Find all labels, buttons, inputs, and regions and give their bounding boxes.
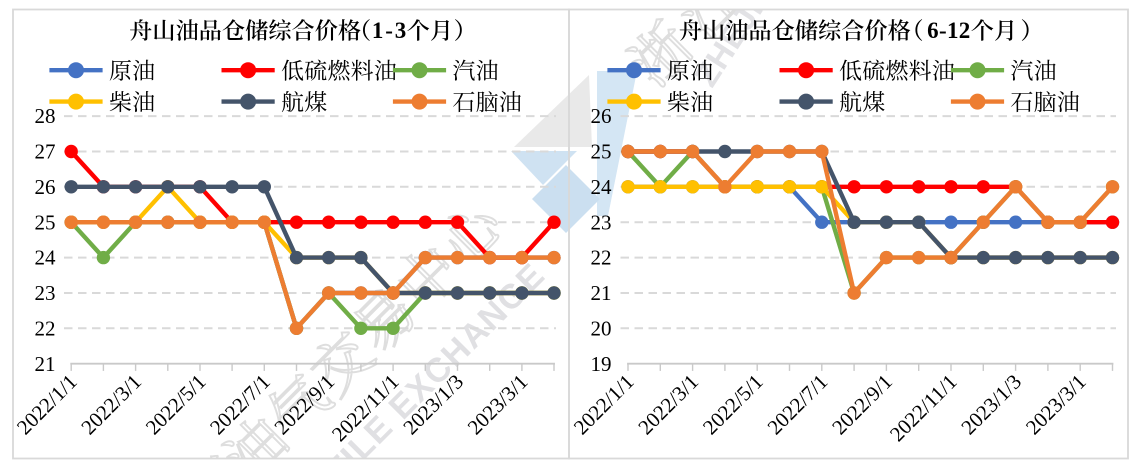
svg-text:26: 26 xyxy=(35,175,56,199)
svg-text:22: 22 xyxy=(591,246,612,270)
svg-text:2022/7/1: 2022/7/1 xyxy=(763,370,833,440)
svg-text:24: 24 xyxy=(591,175,613,199)
svg-text:21: 21 xyxy=(591,281,612,305)
svg-text:2023/3/1: 2023/3/1 xyxy=(1021,370,1091,440)
svg-text:6-12: 6-12 xyxy=(927,18,970,43)
svg-text:20: 20 xyxy=(591,316,612,340)
svg-text:2022/1/1: 2022/1/1 xyxy=(569,370,639,440)
svg-text:2022/1/1: 2022/1/1 xyxy=(12,370,82,440)
svg-text:28: 28 xyxy=(35,104,56,128)
svg-text:26: 26 xyxy=(591,104,612,128)
svg-text:2022/5/1: 2022/5/1 xyxy=(141,370,211,440)
svg-text:25: 25 xyxy=(35,210,56,234)
svg-text:23: 23 xyxy=(35,281,56,305)
svg-text:2022/3/1: 2022/3/1 xyxy=(76,370,146,440)
svg-text:2022/3/1: 2022/3/1 xyxy=(633,370,703,440)
svg-text:22: 22 xyxy=(35,316,56,340)
svg-text:2023/3/1: 2023/3/1 xyxy=(463,370,533,440)
svg-text:27: 27 xyxy=(35,140,56,164)
svg-text:24: 24 xyxy=(35,246,57,270)
svg-text:23: 23 xyxy=(591,210,612,234)
svg-text:ZHEJIANG: ZHEJIANG xyxy=(687,0,811,93)
svg-text:2023/1/3: 2023/1/3 xyxy=(956,370,1026,440)
svg-text:25: 25 xyxy=(591,140,612,164)
svg-text:21: 21 xyxy=(35,352,56,376)
svg-text:1-3: 1-3 xyxy=(372,18,406,43)
svg-text:2022/11/1: 2022/11/1 xyxy=(885,370,962,447)
svg-text:2022/5/1: 2022/5/1 xyxy=(698,370,768,440)
svg-text:19: 19 xyxy=(591,352,612,376)
